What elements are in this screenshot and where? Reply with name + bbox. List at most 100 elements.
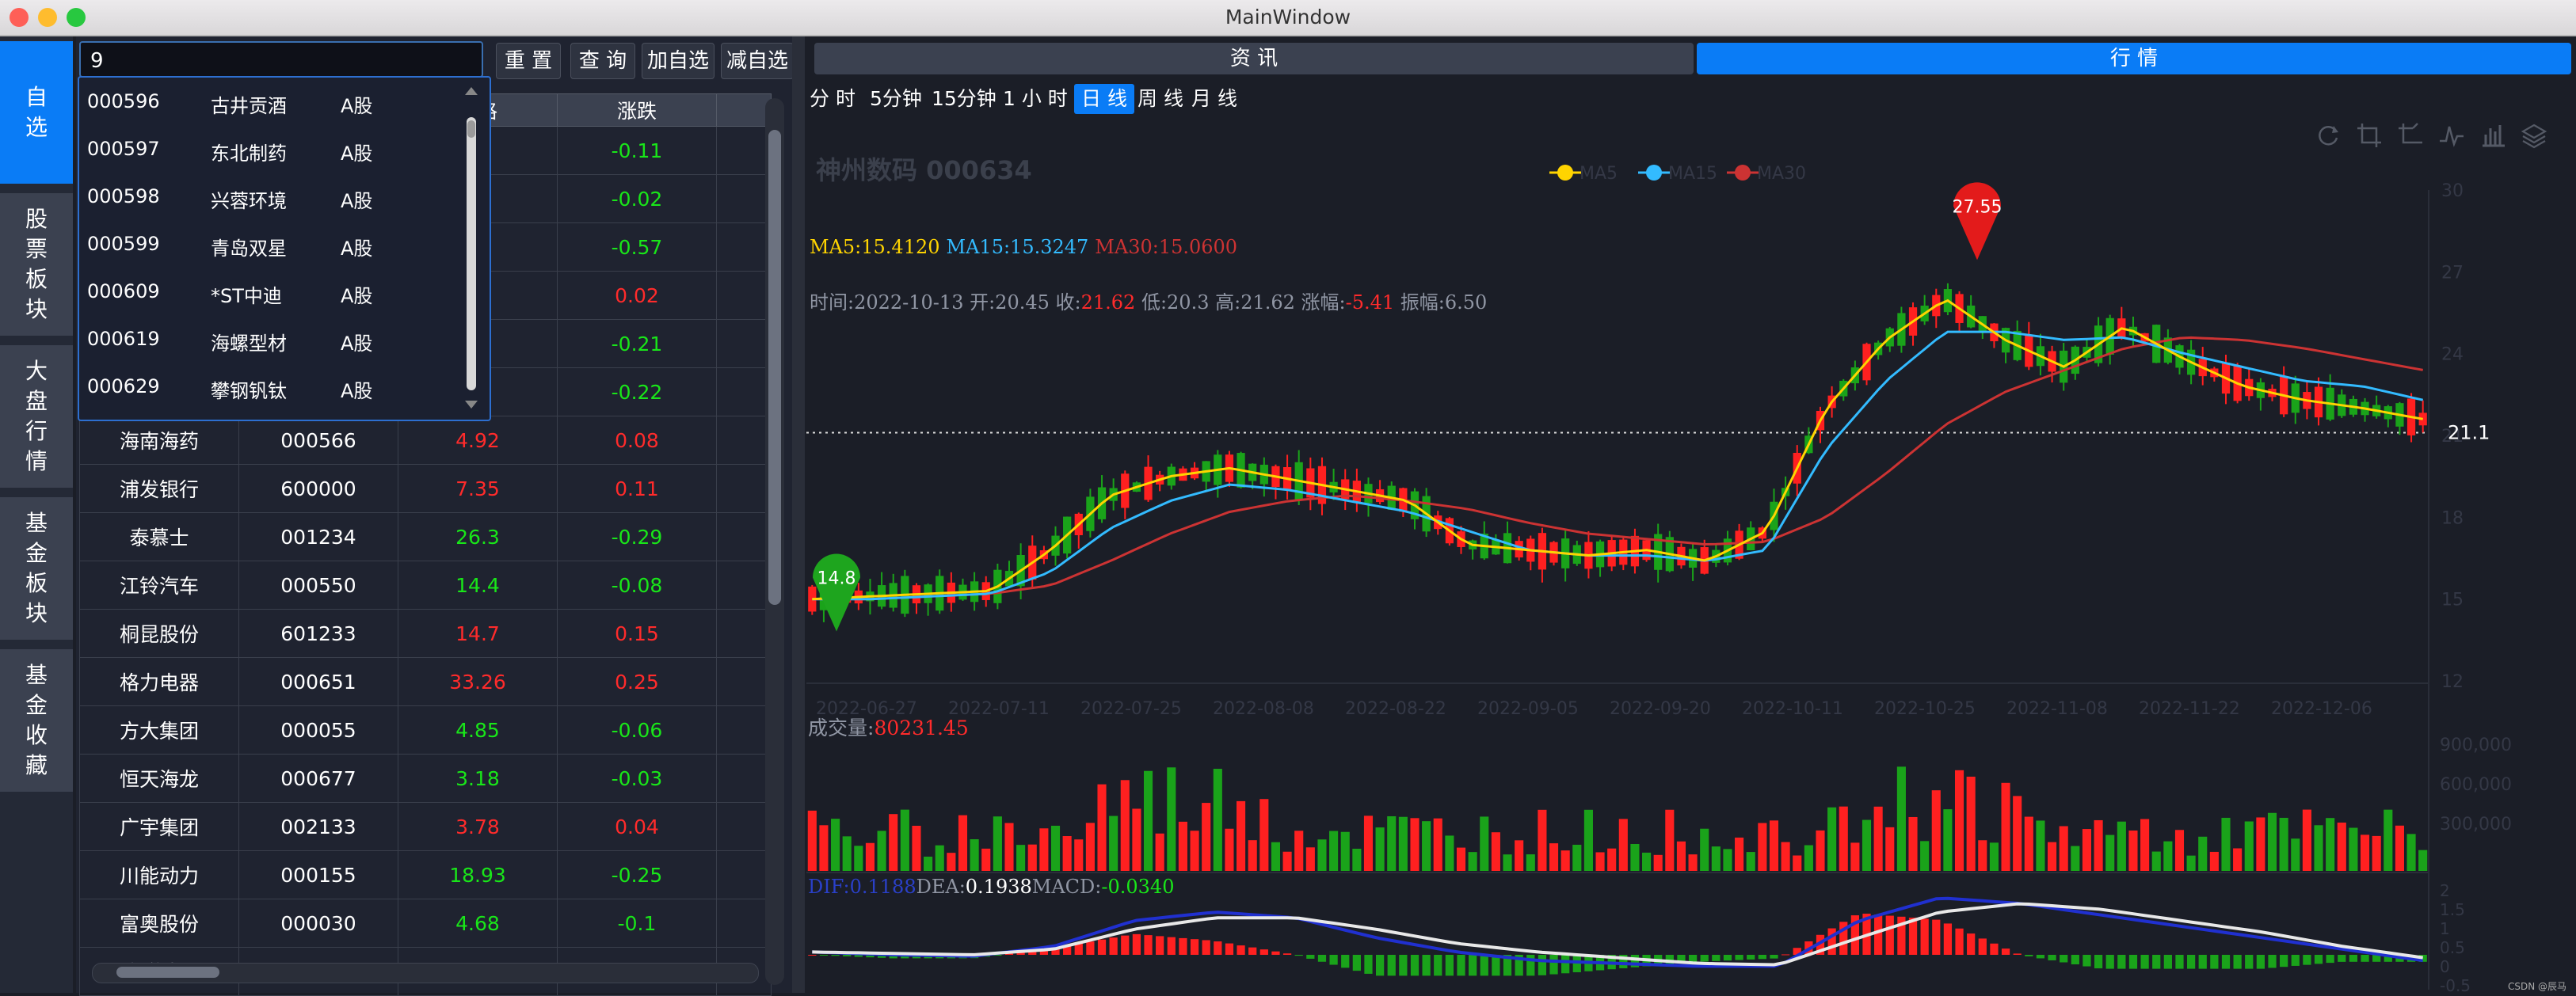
scroll-thumb[interactable] (116, 967, 219, 978)
stock-chart[interactable]: 神州数码 000634 时间:2022-10-13 开:20.45 收:21.6… (805, 119, 2576, 993)
table-row[interactable]: 恒天海龙 000677 3.18 -0.03 (79, 754, 772, 803)
reset-button[interactable]: 重 置 (496, 43, 561, 79)
volume-bar (1781, 842, 1790, 871)
macd-bar (1492, 955, 1500, 976)
volume-bar (2267, 812, 2277, 871)
volume-bar (1271, 842, 1281, 871)
table-row[interactable]: 广宇集团 002133 3.78 0.04 (79, 802, 772, 851)
autocomplete-item[interactable]: 000629 攀钢钒钛 A股 (79, 363, 459, 410)
table-row[interactable]: 桐昆股份 601233 14.7 0.15 (79, 609, 772, 658)
volume-bar (1711, 846, 1721, 871)
autocomplete-item[interactable]: 000619 海螺型材 A股 (79, 315, 459, 363)
minimize-window-button[interactable] (38, 8, 57, 27)
tab-quotes[interactable]: 行 情 (1697, 43, 2571, 74)
refresh-icon[interactable] (2315, 122, 2342, 149)
column-header-change[interactable]: 涨跌 (557, 93, 717, 127)
volume-bar (2302, 809, 2311, 871)
tab-news[interactable]: 资 讯 (814, 43, 1694, 74)
table-row[interactable]: 方大集团 000055 4.85 -0.06 (79, 705, 772, 755)
macd-bar (1259, 949, 1268, 955)
scroll-thumb[interactable] (768, 130, 781, 605)
remove-favorite-button[interactable]: 减自选 (721, 43, 794, 79)
legend-label: MA15 (1668, 164, 1717, 184)
crop-icon[interactable] (2356, 122, 2383, 149)
macd-bar (1723, 955, 1732, 961)
add-favorite-button[interactable]: 加自选 (642, 43, 714, 79)
stock-extra (716, 319, 772, 368)
period-15min[interactable]: 15分钟 (932, 87, 996, 110)
macd-bar (1179, 937, 1187, 955)
x-tick-label: 2022-07-25 (1080, 699, 1182, 719)
crop-alt-icon[interactable] (2397, 122, 2424, 149)
autocomplete-item[interactable]: 000609 *ST中迪 A股 (79, 268, 459, 315)
table-row[interactable]: 富奥股份 000030 4.68 -0.1 (79, 899, 772, 948)
popup-scrollbar[interactable] (463, 86, 480, 410)
volume-bar (2326, 818, 2335, 871)
volume-bar (2349, 827, 2358, 871)
line-chart-icon[interactable] (2438, 122, 2465, 149)
stock-change: 0.25 (557, 657, 717, 706)
stock-price: 4.85 (398, 705, 558, 755)
autocomplete-item[interactable]: 000596 古井贡酒 A股 (79, 78, 459, 125)
macd-bar (2140, 955, 2149, 969)
volume-bar (1839, 806, 1848, 871)
autocomplete-item[interactable]: 000598 兴蓉环境 A股 (79, 173, 459, 220)
macd-bar (889, 955, 897, 959)
bar-chart-icon[interactable] (2479, 122, 2506, 149)
table-horizontal-scrollbar[interactable] (92, 963, 759, 983)
volume-bar (1190, 831, 1199, 871)
max-price-marker (1953, 182, 2001, 260)
volume-bar (1896, 766, 1906, 871)
sidebar-item-fund-sectors[interactable]: 基金板块 (0, 497, 73, 640)
autocomplete-item[interactable]: 000599 青岛双星 A股 (79, 220, 459, 268)
table-row[interactable]: 江铃汽车 000550 14.4 -0.08 (79, 561, 772, 610)
close-window-button[interactable] (10, 8, 29, 27)
query-button[interactable]: 查 询 (570, 43, 635, 79)
suggestion-name: 古井贡酒 (211, 95, 287, 117)
autocomplete-item[interactable]: 000597 东北制药 A股 (79, 125, 459, 173)
layers-icon[interactable] (2521, 122, 2547, 149)
volume-bar (1445, 835, 1454, 871)
macd-bar (1039, 948, 1049, 955)
volume-bar (2244, 821, 2254, 871)
volume-bar (2372, 835, 2381, 871)
table-row[interactable]: 格力电器 000651 33.26 0.25 (79, 657, 772, 706)
volume-bar (1827, 807, 1837, 871)
macd-bar (1735, 955, 1743, 960)
sidebar-item-market[interactable]: 大盘行情 (0, 345, 73, 488)
period-monthly[interactable]: 月 线 (1191, 87, 1237, 110)
zoom-window-button[interactable] (67, 8, 86, 27)
sidebar-item-favorites[interactable]: 自选 (0, 41, 73, 184)
sidebar-item-fund-favorites[interactable]: 基金收藏 (0, 649, 73, 792)
sidebar-item-stock-sectors[interactable]: 股票板块 (0, 193, 73, 336)
search-input[interactable]: 9 (79, 41, 483, 78)
chart-panel: 资 讯 行 情 分 时 5分钟 15分钟 1 小 时 日 线 周 线 月 线 神… (805, 36, 2576, 993)
macd-bar (2036, 955, 2045, 959)
x-tick-label: 2022-12-06 (2271, 699, 2372, 719)
period-daily[interactable]: 日 线 (1074, 84, 1134, 114)
period-minute[interactable]: 分 时 (810, 87, 855, 110)
macd-bar (1225, 943, 1234, 955)
table-row[interactable]: 泰慕士 001234 26.3 -0.29 (79, 512, 772, 561)
table-row[interactable]: 浦发银行 600000 7.35 0.11 (79, 464, 772, 513)
volume-bar (2395, 825, 2404, 871)
macd-bar (1712, 955, 1721, 961)
volume-bar (993, 816, 1002, 871)
volume-bar (1491, 832, 1500, 871)
macd-bar (831, 955, 840, 956)
macd-bar (1515, 955, 1523, 976)
macd-bar (1282, 953, 1292, 955)
period-weekly[interactable]: 周 线 (1137, 87, 1183, 110)
panel-splitter[interactable] (792, 36, 805, 993)
volume-bar (2140, 819, 2150, 871)
period-1hour[interactable]: 1 小 时 (1003, 87, 1068, 110)
macd-bar (2361, 955, 2369, 962)
table-vertical-scrollbar[interactable] (765, 98, 784, 985)
period-5min[interactable]: 5分钟 (870, 87, 922, 110)
macd-bar (2175, 955, 2184, 969)
macd-bar (1758, 955, 1766, 960)
macd-bar (993, 955, 1002, 956)
table-row[interactable]: 川能动力 000155 18.93 -0.25 (79, 850, 772, 899)
macd-bar (1770, 955, 1778, 959)
table-row[interactable]: 海南海药 000566 4.92 0.08 (79, 416, 772, 465)
